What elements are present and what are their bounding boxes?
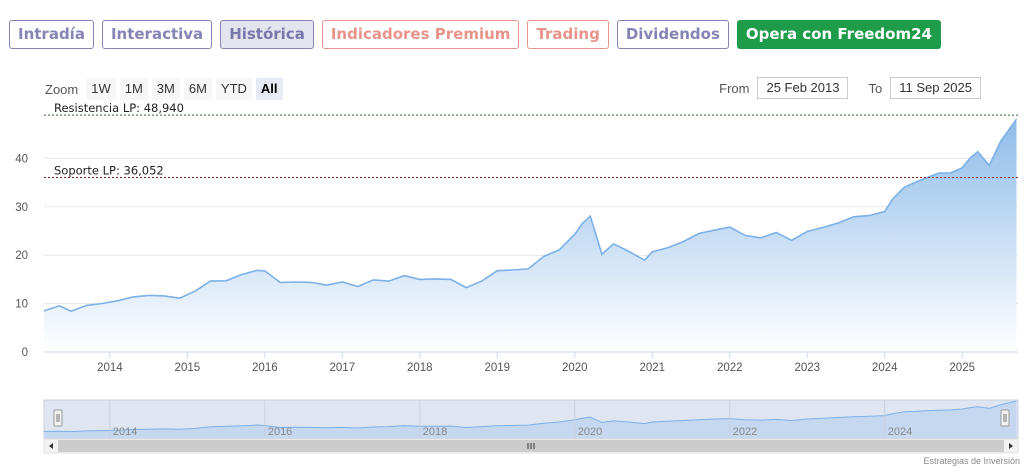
scroll-left-arrow-icon[interactable] <box>49 443 53 449</box>
x-tick-label: 2021 <box>639 362 665 374</box>
navigator-line <box>43 400 1017 433</box>
x-tick-label: 2016 <box>252 362 278 374</box>
y-tick-label: 10 <box>15 299 28 311</box>
tab-hist-rica[interactable]: Histórica <box>220 20 314 49</box>
to-label: To <box>868 80 883 96</box>
navigator-area <box>44 401 1017 438</box>
chart-tabs: Intradía Interactiva Histórica Indicadores … <box>9 20 941 49</box>
to-date-input[interactable]: 11 Sep 2025 <box>890 77 981 99</box>
tab-indicadores-premium[interactable]: Indicadores Premium <box>321 20 520 49</box>
date-range: From 25 Feb 2013 To 11 Sep 2025 <box>719 77 981 99</box>
y-tick-label: 20 <box>15 250 28 262</box>
support-label: Soporte LP: 36,052 <box>54 164 164 178</box>
navigator-tick-label: 2016 <box>268 426 292 438</box>
from-label: From <box>719 80 750 96</box>
x-tick-label: 2018 <box>407 362 433 374</box>
x-tick-label: 2020 <box>562 362 588 374</box>
navigator-right-handle[interactable] <box>1000 409 1010 427</box>
price-area <box>44 119 1017 352</box>
navigator-tick-label: 2018 <box>423 426 447 438</box>
y-tick-label: 40 <box>15 153 28 165</box>
x-tick-label: 2022 <box>717 362 743 374</box>
chart-credit: Estrategias de Inversión <box>923 456 1020 466</box>
navigator-tick-label: 2020 <box>578 426 602 438</box>
tab-interactiva[interactable]: Interactiva <box>101 20 213 49</box>
x-tick-label: 2023 <box>794 362 820 374</box>
scroll-right-arrow-icon[interactable] <box>1009 443 1013 449</box>
zoom-button-1w[interactable]: 1W <box>86 78 116 100</box>
x-tick-label: 2017 <box>330 362 356 374</box>
tab-intrad-a[interactable]: Intradía <box>9 20 94 49</box>
y-tick-label: 30 <box>15 202 28 214</box>
zoom-button-3m[interactable]: 3M <box>151 78 180 100</box>
tab-opera-con-freedom24[interactable]: Opera con Freedom24 <box>736 20 941 49</box>
x-tick-label: 2014 <box>97 362 123 374</box>
y-tick-label: 0 <box>22 347 28 359</box>
zoom-button-6m[interactable]: 6M <box>183 78 212 100</box>
navigator-tick-label: 2022 <box>733 426 757 438</box>
navigator-left-handle[interactable] <box>53 409 63 427</box>
tab-dividendos[interactable]: Dividendos <box>616 20 729 49</box>
resistance-label: Resistencia LP: 48,940 <box>54 101 184 115</box>
navigator-tick-label: 2024 <box>888 426 912 438</box>
tab-trading[interactable]: Trading <box>527 20 609 49</box>
x-tick-label: 2024 <box>872 362 898 374</box>
x-tick-label: 2015 <box>175 362 201 374</box>
x-tick-label: 2025 <box>949 362 975 374</box>
x-tick-label: 2019 <box>484 362 510 374</box>
zoom-button-all[interactable]: All <box>255 78 283 100</box>
from-date-input[interactable]: 25 Feb 2013 <box>757 77 849 99</box>
zoom-label: Zoom <box>45 81 79 97</box>
zoom-button-1m[interactable]: 1M <box>119 78 148 100</box>
navigator-tick-label: 2014 <box>113 426 137 438</box>
zoom-bar: Zoom 1W 1M 3M 6M YTD All <box>45 78 283 100</box>
zoom-button-ytd[interactable]: YTD <box>215 78 252 100</box>
price-line <box>43 118 1018 313</box>
